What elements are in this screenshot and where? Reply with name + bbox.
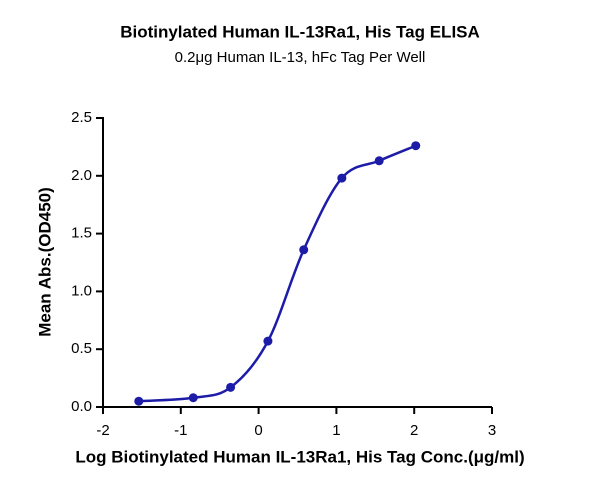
data-point	[134, 396, 144, 406]
y-tick-label: 2.0	[71, 167, 92, 184]
x-tick-label: 0	[254, 422, 262, 439]
x-axis-title: Log Biotinylated Human IL-13Ra1, His Tag…	[75, 447, 524, 466]
y-axis-title: Mean Abs.(OD450)	[35, 187, 54, 337]
y-tick-label: 2.5	[71, 109, 92, 126]
x-tick-label: -1	[174, 422, 187, 439]
x-tick-label: -2	[96, 422, 109, 439]
data-point	[374, 156, 384, 166]
data-point	[263, 336, 273, 346]
y-tick-label: 0.5	[71, 340, 92, 357]
x-tick-label: 2	[410, 422, 418, 439]
x-tick-label: 1	[332, 422, 340, 439]
data-point	[411, 141, 421, 151]
fit-curve	[138, 144, 417, 403]
data-point	[188, 393, 198, 403]
x-tick-label: 3	[488, 422, 496, 439]
chart-subtitle: 0.2μg Human IL-13, hFc Tag Per Well	[175, 49, 426, 66]
data-point	[337, 173, 347, 183]
y-tick-label: 1.0	[71, 282, 92, 299]
y-tick-label: 0.0	[71, 398, 92, 415]
y-tick-label: 1.5	[71, 225, 92, 242]
chart-title: Biotinylated Human IL-13Ra1, His Tag ELI…	[120, 22, 480, 41]
data-point	[299, 245, 309, 255]
data-point	[226, 382, 236, 392]
